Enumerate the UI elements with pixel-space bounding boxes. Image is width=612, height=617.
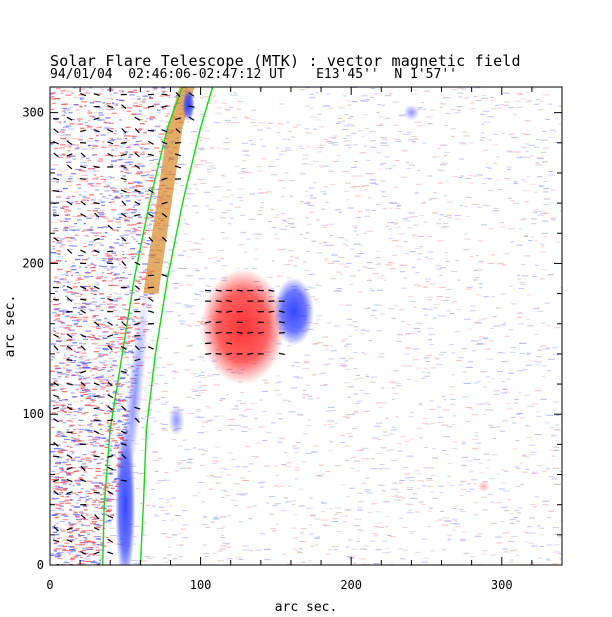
negative-plage (168, 404, 185, 437)
y-tick-label: 0 (37, 558, 44, 572)
x-tick-label: 100 (190, 578, 212, 592)
positive-patch-small (477, 480, 490, 493)
negative-spot (273, 277, 314, 346)
y-tick-label: 100 (22, 407, 44, 421)
chart-title: Solar Flare Telescope (MTK) : vector mag… (50, 52, 521, 70)
positive-spot (200, 268, 285, 385)
outer-limb-contour (139, 87, 214, 565)
vector-field (52, 91, 286, 565)
x-axis-label: arc sec. (275, 600, 338, 615)
limb-band (143, 87, 195, 294)
limb-negative-north (182, 89, 195, 122)
plot-frame (49, 86, 563, 566)
x-tick-label: 200 (340, 578, 362, 592)
inner-limb-contour (102, 87, 184, 565)
x-tick-label: 300 (491, 578, 513, 592)
x-tick-label: 0 (46, 578, 53, 592)
limb-negative-strip (120, 289, 149, 509)
y-tick-label: 200 (22, 256, 44, 270)
negative-patch-north (403, 104, 420, 121)
y-tick-label: 300 (22, 106, 44, 120)
y-axis-label: arc sec. (3, 295, 18, 358)
chart-subtitle: 94/01/04 02:46:06-02:47:12 UT E13'45'' N… (50, 67, 457, 82)
